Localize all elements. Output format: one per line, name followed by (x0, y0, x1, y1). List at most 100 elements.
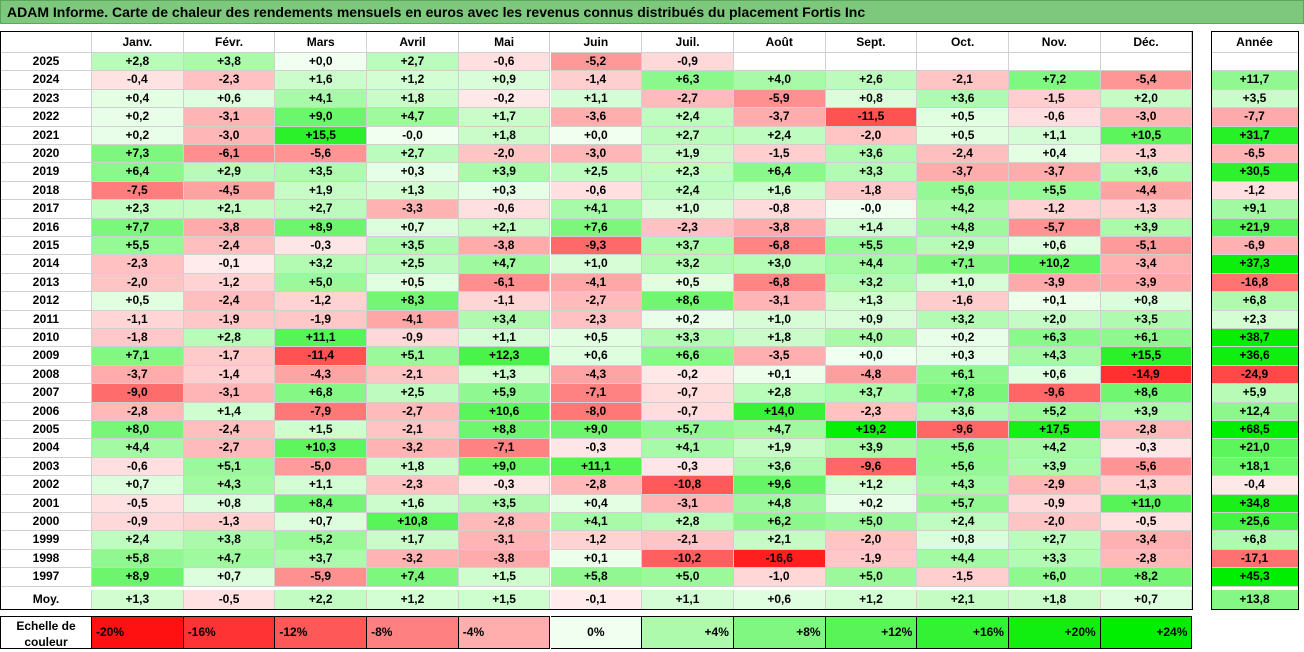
heatmap-cell: +4,0 (825, 329, 918, 348)
heatmap-cell: -9,6 (825, 457, 918, 477)
heatmap-cell: -5,9 (733, 89, 826, 109)
heatmap-cell: +1,9 (642, 145, 734, 164)
heatmap-cell: +2,0 (1100, 89, 1193, 109)
year-label: 2001 (0, 494, 92, 513)
heatmap-cell: +1,5 (275, 421, 368, 440)
heatmap-cell: +1,9 (733, 439, 826, 458)
annual-cell: +6,8 (1211, 292, 1299, 311)
year-label: 2002 (0, 476, 92, 495)
heatmap-cell: -0,0 (367, 126, 459, 145)
average-label: Moy. (0, 589, 92, 610)
heatmap-cell: +1,3 (825, 292, 918, 311)
month-header: Juil. (642, 31, 734, 53)
heatmap-cell: +0,2 (825, 494, 918, 513)
average-cell: +1,3 (92, 589, 184, 610)
heatmap-cell: +0,1 (1009, 292, 1101, 311)
heatmap-cell: +10,5 (1100, 126, 1193, 145)
year-label: 2004 (0, 439, 92, 458)
heatmap-cell: -1,7 (183, 347, 276, 366)
heatmap-cell: +5,1 (183, 457, 276, 477)
year-label: 2006 (0, 402, 92, 421)
heatmap-cell: +10,6 (458, 402, 551, 421)
annual-cell: +21,9 (1211, 218, 1299, 237)
heatmap-cell: +3,4 (458, 310, 551, 329)
heatmap-cell: +2,4 (642, 181, 734, 201)
heatmap-cell: +6,8 (275, 384, 368, 403)
heatmap-cell: -2,0 (92, 273, 184, 293)
heatmap-cell: +8,9 (92, 568, 184, 587)
year-label: 2007 (0, 384, 92, 403)
heatmap-cell: -0,6 (458, 53, 551, 72)
annual-cell: -6,9 (1211, 237, 1299, 256)
month-header: Avril (367, 31, 459, 53)
heatmap-cell: -3,5 (733, 347, 826, 366)
heatmap-cell: +6,4 (92, 163, 184, 182)
heatmap-cell: -0,3 (1100, 439, 1193, 458)
heatmap-cell: +2,8 (183, 329, 276, 348)
heatmap-cell: +1,0 (550, 255, 643, 274)
heatmap-cell: -4,1 (367, 310, 459, 329)
heatmap-cell: -5,0 (275, 457, 368, 477)
annual-cell: +68,5 (1211, 421, 1299, 440)
heatmap-cell: +3,2 (275, 255, 368, 274)
annual-cell: -17,1 (1211, 549, 1299, 569)
heatmap-cell: +3,8 (183, 53, 276, 72)
legend-label-line2: couleur (24, 635, 68, 649)
heatmap-cell: +2,0 (1009, 310, 1101, 329)
heatmap-cell: +3,2 (642, 255, 734, 274)
year-label: 2024 (0, 71, 92, 90)
heatmap-cell: -2,8 (92, 402, 184, 421)
heatmap-cell: -2,3 (183, 71, 276, 90)
heatmap-cell: +7,1 (917, 255, 1009, 274)
heatmap-cell: +3,8 (183, 531, 276, 550)
heatmap-cell: +5,9 (458, 384, 551, 403)
heatmap-cell: -1,5 (733, 145, 826, 164)
heatmap-cell: +1,0 (917, 273, 1009, 293)
heatmap-cell: +2,4 (917, 513, 1009, 532)
heatmap-cell: +0,7 (367, 218, 459, 237)
legend-label: Echelle de couleur (0, 616, 92, 649)
heatmap-cell: -1,3 (1100, 200, 1193, 219)
heatmap-cell: +3,9 (458, 163, 551, 182)
heatmap-cell: +2,1 (183, 200, 276, 219)
heatmap-cell: -2,3 (92, 255, 184, 274)
annual-cell: +38,7 (1211, 329, 1299, 348)
heatmap-cell: +11,1 (275, 329, 368, 348)
heatmap-cell: +8,2 (1100, 568, 1193, 587)
heatmap-cell: +0,2 (642, 310, 734, 329)
heatmap-cell: -1,1 (458, 292, 551, 311)
heatmap-cell: +4,8 (733, 494, 826, 513)
heatmap-cell: +2,7 (367, 145, 459, 164)
year-label: 1998 (0, 549, 92, 569)
year-label: 2010 (0, 329, 92, 348)
heatmap-cell: +0,2 (917, 329, 1009, 348)
legend-swatch: +4% (642, 616, 734, 649)
heatmap-cell: +4,7 (458, 255, 551, 274)
year-label: 2020 (0, 145, 92, 164)
legend-swatch: 0% (550, 616, 643, 649)
annual-cell: +18,1 (1211, 457, 1299, 477)
heatmap-cell: +0,6 (183, 89, 276, 109)
heatmap-cell: +0,7 (92, 476, 184, 495)
header-corner (0, 31, 92, 53)
average-cell: +0,7 (1100, 589, 1193, 610)
heatmap-cell: -0,9 (1009, 494, 1101, 513)
heatmap-cell: +5,0 (825, 568, 918, 587)
heatmap-cell: -0,6 (92, 457, 184, 477)
heatmap-cell: +3,5 (367, 237, 459, 256)
heatmap-cell: +9,0 (275, 108, 368, 127)
heatmap-cell: +1,7 (458, 108, 551, 127)
month-header: Mars (275, 31, 368, 53)
heatmap-cell: -7,5 (92, 181, 184, 201)
heatmap-cell: -3,9 (1100, 273, 1193, 293)
heatmap-cell: -3,3 (367, 200, 459, 219)
heatmap-cell: +1,1 (458, 329, 551, 348)
heatmap-cell: -0,5 (92, 494, 184, 513)
year-label: 2008 (0, 365, 92, 385)
heatmap-cell: -2,4 (183, 237, 276, 256)
heatmap-cell: +0,0 (825, 347, 918, 366)
year-label: 2014 (0, 255, 92, 274)
year-label: 2000 (0, 513, 92, 532)
heatmap-cell: -0,1 (183, 255, 276, 274)
